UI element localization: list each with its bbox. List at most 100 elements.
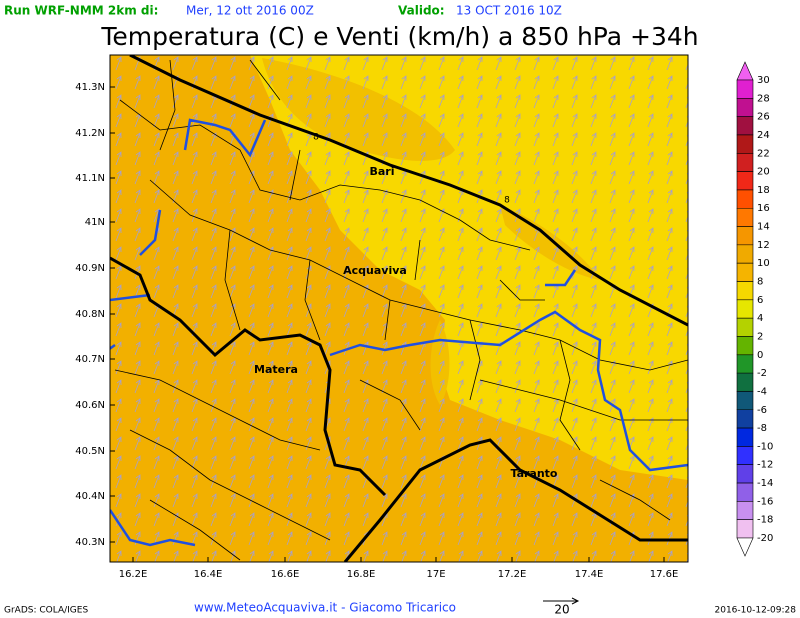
wind-arrow — [666, 151, 673, 166]
wind-arrow — [647, 436, 654, 451]
wind-arrow — [590, 246, 597, 261]
wind-arrow — [172, 417, 179, 432]
wind-arrow — [134, 436, 141, 451]
lat-label: 40.9N — [75, 263, 105, 274]
wind-arrow — [172, 284, 179, 299]
wind-arrow — [438, 56, 445, 71]
wind-arrow — [552, 531, 559, 546]
colorbar-swatch — [736, 317, 754, 337]
wind-arrow — [495, 512, 502, 527]
wind-arrow — [628, 113, 635, 128]
wind-arrow — [267, 56, 274, 71]
wind-arrow — [476, 170, 483, 185]
wind-arrow — [476, 75, 483, 90]
wind-arrow — [514, 341, 521, 356]
wind-arrow — [115, 56, 122, 71]
map: Bari Acquaviva Matera Taranto 8 8 — [109, 54, 689, 563]
credit: www.MeteoAcquaviva.it - Giacomo Tricaric… — [194, 601, 456, 615]
wind-arrow — [115, 170, 122, 185]
wind-arrow — [172, 227, 179, 242]
wind-arrow — [438, 189, 445, 204]
wind-arrow — [248, 246, 255, 261]
wind-arrow — [609, 189, 616, 204]
wind-arrow — [267, 360, 274, 375]
wind-arrow — [381, 360, 388, 375]
lat-label: 40.8N — [75, 309, 105, 320]
wind-arrow — [628, 303, 635, 318]
wind-arrow — [191, 56, 198, 71]
wind-arrow — [476, 56, 483, 71]
wind-arrow — [685, 495, 688, 508]
colorbar-label: 14 — [757, 222, 770, 233]
wind-arrow — [324, 151, 331, 166]
wind-arrow — [305, 303, 312, 318]
wind-arrow — [533, 303, 540, 318]
wind-arrow — [609, 493, 616, 508]
wind-arrow — [286, 379, 293, 394]
wind-arrow — [476, 322, 483, 337]
wind-arrow — [495, 455, 502, 470]
wind-arrow — [419, 208, 426, 223]
wind-arrow — [305, 246, 312, 261]
wind-arrow — [571, 132, 578, 147]
wind-arrow — [153, 417, 160, 432]
wind-arrow — [514, 94, 521, 109]
wind-arrow — [381, 436, 388, 451]
wind-arrow — [267, 170, 274, 185]
wind-arrow — [628, 379, 635, 394]
wind-arrow — [533, 398, 540, 413]
wind-arrow — [590, 474, 597, 489]
wind-arrow — [267, 417, 274, 432]
wind-arrow — [229, 398, 236, 413]
colorbar-swatch — [736, 98, 754, 117]
wind-arrow — [438, 303, 445, 318]
wind-arrow — [514, 417, 521, 432]
wind-arrow — [685, 172, 688, 185]
wind-arrow — [191, 246, 198, 261]
wind-arrow — [552, 417, 559, 432]
wind-arrow — [590, 132, 597, 147]
wind-arrow — [267, 474, 274, 489]
wind-arrow — [248, 436, 255, 451]
wind-arrow — [685, 210, 688, 223]
wind-arrow — [248, 265, 255, 280]
wind-arrow — [476, 284, 483, 299]
wind-arrow — [419, 265, 426, 280]
wind-arrow — [381, 246, 388, 261]
wind-arrow — [514, 360, 521, 375]
wind-arrow — [172, 436, 179, 451]
wind-arrow — [533, 360, 540, 375]
wind-arrow — [172, 493, 179, 508]
wind-arrow — [115, 151, 122, 166]
wind-arrow — [476, 246, 483, 261]
colorbar-label: 4 — [757, 313, 763, 324]
wind-arrow — [609, 113, 616, 128]
software: GrADS: COLA/IGES — [4, 606, 88, 616]
ionian-coast — [343, 438, 688, 562]
wind-arrow — [191, 284, 198, 299]
wind-arrow — [210, 151, 217, 166]
wind-arrow — [286, 151, 293, 166]
wind-arrow — [210, 170, 217, 185]
wind-arrow — [533, 265, 540, 280]
wind-arrow — [514, 531, 521, 546]
place-label: Bari — [369, 165, 394, 178]
wind-arrow — [381, 94, 388, 109]
wind-arrow — [248, 208, 255, 223]
wind-arrow — [514, 379, 521, 394]
wind-arrow — [229, 227, 236, 242]
wind-arrow — [248, 474, 255, 489]
wind-arrow — [286, 56, 293, 71]
wind-arrow — [286, 417, 293, 432]
wind-arrow — [362, 417, 369, 432]
wind-arrow — [514, 151, 521, 166]
run-date: Mer, 12 ott 2016 00Z — [186, 4, 314, 18]
wind-arrow — [552, 322, 559, 337]
wind-arrow — [438, 265, 445, 280]
lon-label: 17.4E — [575, 569, 604, 580]
wind-arrow — [381, 75, 388, 90]
wind-arrow — [571, 360, 578, 375]
wind-arrow — [229, 493, 236, 508]
colorbar-swatch — [736, 61, 754, 81]
valid-date: 13 OCT 2016 10Z — [456, 4, 562, 18]
